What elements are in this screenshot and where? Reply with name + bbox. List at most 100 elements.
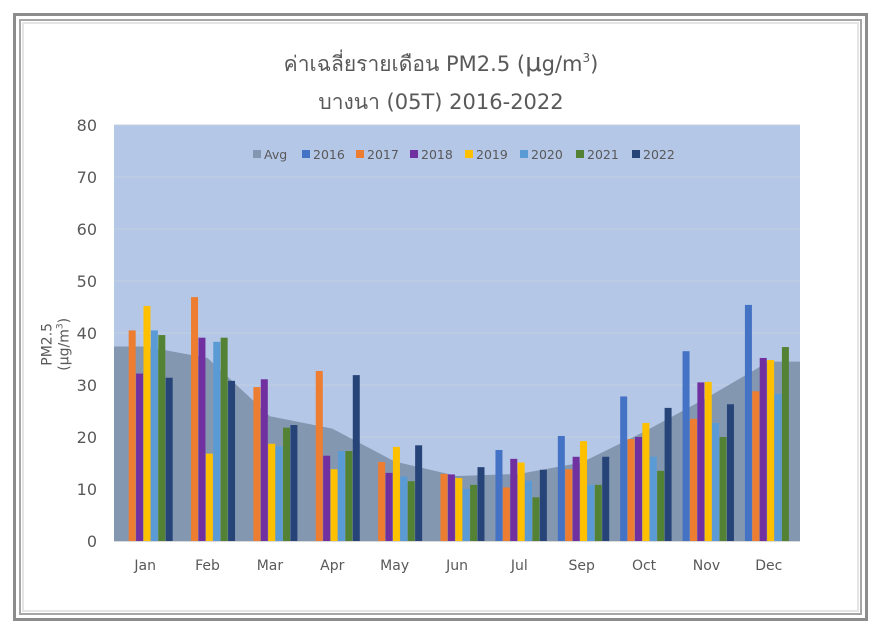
bar-2022-Feb: [228, 380, 236, 541]
bar-2022-Jun: [477, 467, 485, 541]
bar-2018-Jul: [510, 458, 518, 541]
x-tick-label: Oct: [632, 558, 657, 574]
y-tick-label: 70: [77, 168, 97, 187]
bar-2021-Oct: [657, 470, 665, 541]
bar-2021-Nov: [719, 437, 727, 541]
bar-2019-Jun: [455, 478, 463, 541]
bar-2021-Mar: [283, 427, 291, 541]
legend-label: 2020: [531, 147, 563, 162]
bar-2022-Jul: [539, 469, 547, 541]
bar-2019-Jul: [517, 462, 525, 541]
bar-2019-Apr: [330, 469, 338, 541]
bar-2019-May: [392, 446, 400, 541]
bar-2017-Feb: [191, 297, 199, 541]
bar-2020-May: [400, 476, 408, 541]
y-tick-label: 10: [77, 480, 97, 499]
legend-swatch: [520, 150, 528, 158]
legend-label: 2016: [313, 147, 345, 162]
bar-2022-Jan: [165, 377, 173, 541]
legend-swatch: [465, 150, 473, 158]
legend-swatch: [253, 150, 261, 158]
y-axis-ticks: 0 10 20 30 40 50 60 70 80: [77, 116, 97, 551]
chart-frame-inner: [19, 19, 862, 615]
bar-2019-Dec: [767, 360, 775, 541]
title-prefix: ค่าเฉลี่ยรายเดือน PM2.5 (: [283, 52, 526, 76]
bar-2019-Feb: [205, 453, 213, 541]
bar-2019-Mar: [268, 443, 276, 541]
x-tick-label: Jul: [510, 558, 528, 574]
bar-2021-Sep: [594, 484, 602, 541]
x-tick-label: Jun: [445, 558, 468, 574]
bar-2022-Sep: [602, 456, 610, 541]
y-tick-label: 40: [77, 324, 97, 343]
bar-2019-Oct: [642, 422, 650, 541]
bar-2019-Jan: [143, 305, 151, 541]
bar-2020-Nov: [712, 422, 720, 541]
bar-2020-Apr: [337, 451, 345, 541]
x-tick-label: Nov: [693, 558, 720, 574]
bar-2017-Apr: [315, 370, 323, 541]
bar-2018-May: [385, 472, 393, 541]
bar-2020-Dec: [774, 393, 782, 541]
bar-2017-Oct: [627, 439, 635, 541]
bar-2018-Oct: [634, 437, 642, 541]
bar-2019-Nov: [704, 381, 712, 541]
legend-label: 2019: [476, 147, 508, 162]
bar-2016-Nov: [682, 351, 690, 541]
bar-2022-Apr: [352, 375, 360, 541]
x-tick-label: Apr: [320, 558, 344, 574]
bar-2016-Jul: [495, 450, 503, 541]
bar-2021-Apr: [345, 451, 353, 541]
y-tick-label: 0: [87, 532, 97, 551]
bar-2020-Feb: [213, 341, 221, 541]
bar-2018-Jun: [447, 474, 455, 541]
bar-2018-Dec: [759, 357, 767, 541]
legend-swatch: [302, 150, 310, 158]
bar-2017-May: [378, 461, 386, 541]
x-tick-label: May: [380, 558, 409, 574]
y-tick-label: 30: [77, 376, 97, 395]
bar-2018-Jan: [136, 373, 144, 541]
bar-2020-Jan: [150, 330, 158, 541]
y-tick-label: 80: [77, 116, 97, 135]
bar-2020-Sep: [587, 484, 595, 541]
y-tick-label: 50: [77, 272, 97, 291]
bar-2017-Mar: [253, 387, 261, 541]
y-tick-label: 60: [77, 220, 97, 239]
chart-title-line2: บางนา (05T) 2016-2022: [318, 90, 564, 114]
bar-2017-Jun: [440, 473, 448, 541]
bar-2016-Oct: [620, 396, 628, 541]
bar-2017-Jul: [502, 487, 510, 541]
bar-2022-Oct: [664, 407, 672, 541]
legend-label: Avg: [264, 147, 287, 162]
bar-2018-Sep: [572, 456, 580, 541]
legend-swatch: [356, 150, 364, 158]
bar-2018-Mar: [260, 379, 268, 541]
legend-label: 2017: [367, 147, 399, 162]
title-unit: g/m: [541, 52, 583, 76]
bar-2021-Dec: [781, 347, 789, 541]
x-tick-label: Sep: [569, 558, 596, 574]
x-tick-label: Feb: [195, 558, 220, 574]
x-tick-label: Jan: [133, 558, 156, 574]
chart-frame-bevel: [22, 22, 859, 612]
title-suffix: ): [590, 52, 599, 76]
bar-2021-Feb: [220, 337, 228, 541]
x-axis-ticks: Jan Feb Mar Apr May Jun Jul Sep Oct Nov Dec: [133, 558, 782, 574]
bar-2019-Sep: [580, 441, 588, 541]
bar-series: [114, 297, 800, 542]
legend-swatch: [576, 150, 584, 158]
bar-2020-Jun: [462, 489, 470, 541]
chart-frame-outer: [13, 13, 868, 621]
bar-2021-Jun: [470, 484, 478, 541]
bar-2018-Apr: [323, 455, 331, 541]
legend-swatch: [632, 150, 640, 158]
bar-2017-Nov: [689, 418, 697, 541]
bar-2021-Jan: [158, 335, 166, 541]
bar-2020-Mar: [275, 446, 283, 541]
bar-2017-Sep: [565, 469, 573, 541]
y-tick-label: 20: [77, 428, 97, 447]
bar-2022-Nov: [726, 404, 734, 541]
bar-2022-May: [415, 445, 423, 541]
legend-label: 2022: [643, 147, 675, 162]
